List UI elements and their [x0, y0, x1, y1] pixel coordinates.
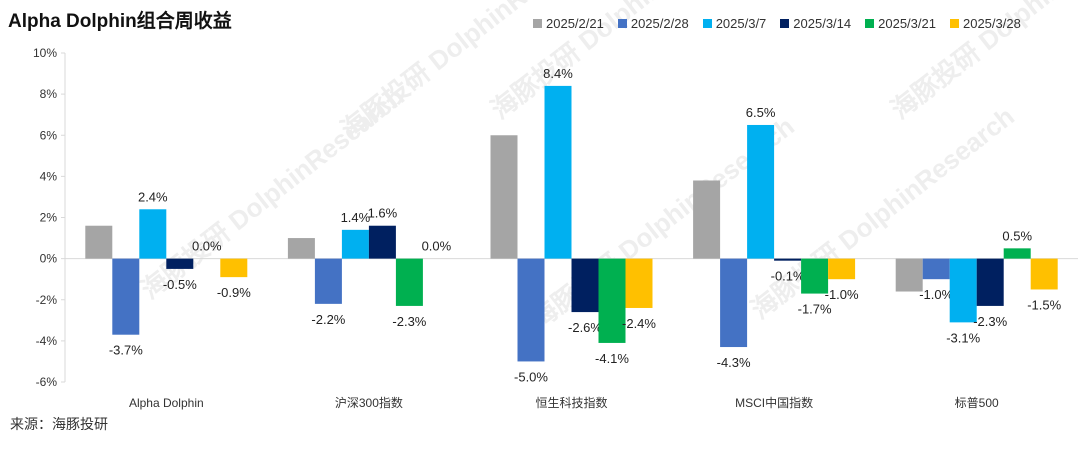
legend-label: 2025/3/14 — [793, 16, 852, 31]
data-label: 0.0% — [422, 239, 452, 254]
bar — [949, 258, 977, 323]
legend-label: 2025/3/28 — [962, 16, 1021, 31]
bar — [490, 135, 518, 259]
legend-swatch — [780, 19, 790, 28]
bar — [341, 229, 369, 259]
data-label: -4.1% — [595, 351, 629, 366]
data-label: -2.2% — [311, 312, 345, 327]
bar — [625, 258, 653, 308]
data-label: -3.1% — [946, 330, 980, 345]
data-label: -2.4% — [622, 316, 656, 331]
bar — [598, 258, 626, 343]
y-tick-label: -6% — [36, 375, 58, 389]
data-label: -4.3% — [717, 355, 751, 370]
bar — [85, 225, 113, 259]
bar — [544, 85, 572, 259]
bar — [166, 258, 194, 269]
legend-swatch — [865, 19, 875, 28]
data-label: 0.5% — [1002, 228, 1032, 243]
legend-item: 2025/3/28 — [949, 16, 1021, 31]
data-label: 8.4% — [543, 66, 573, 81]
data-label: -2.3% — [973, 314, 1007, 329]
bar — [801, 258, 829, 294]
data-label: -5.0% — [514, 369, 548, 384]
legend-item: 2025/3/14 — [780, 16, 851, 31]
legend-label: 2025/2/21 — [546, 16, 604, 31]
legend-swatch — [702, 19, 712, 28]
y-tick-label: -4% — [36, 334, 58, 348]
legend-label: 2025/3/21 — [878, 16, 936, 31]
legend-swatch — [949, 19, 959, 28]
bar — [895, 258, 923, 292]
x-tick-label: MSCI中国指数 — [735, 395, 813, 410]
x-tick-label: Alpha Dolphin — [129, 396, 204, 410]
bar — [720, 258, 748, 348]
y-tick-label: 2% — [40, 211, 58, 225]
data-label: 6.5% — [746, 105, 776, 120]
y-tick-label: 6% — [40, 128, 58, 142]
legend-swatch — [617, 19, 627, 28]
bar — [747, 124, 775, 259]
x-tick-label: 沪深300指数 — [335, 395, 403, 410]
bar — [976, 258, 1004, 306]
data-label: -2.6% — [568, 320, 602, 335]
legend-item: 2025/2/21 — [533, 16, 604, 31]
legend: 2025/2/21 2025/2/28 2025/3/7 2025/3/14 2025/… — [533, 16, 1035, 31]
legend-label: 2025/2/28 — [630, 16, 689, 31]
legend-swatch — [533, 19, 542, 28]
bar — [828, 258, 856, 280]
bar — [395, 258, 423, 306]
data-label: -2.3% — [392, 314, 426, 329]
data-label: 2.4% — [138, 189, 168, 204]
data-label: -0.9% — [217, 285, 251, 300]
data-label: 0.0% — [192, 239, 222, 254]
bar — [571, 258, 599, 313]
data-label: -1.5% — [1027, 297, 1061, 312]
bar — [368, 225, 396, 259]
legend-item: 2025/3/7 — [702, 16, 767, 31]
bar — [139, 209, 167, 259]
y-tick-label: 0% — [40, 252, 58, 266]
y-tick-label: 10% — [33, 46, 57, 60]
data-label: 1.6% — [368, 206, 398, 221]
y-tick-label: 4% — [40, 169, 58, 183]
bar — [314, 258, 342, 304]
data-label: -1.7% — [798, 302, 832, 317]
x-tick-label: 标普500 — [955, 396, 999, 410]
bar — [112, 258, 140, 335]
bar — [1003, 248, 1031, 259]
data-label: -1.0% — [919, 287, 953, 302]
data-label: -1.0% — [825, 287, 859, 302]
bar — [1030, 258, 1058, 290]
data-label: -3.7% — [109, 343, 143, 358]
bar — [922, 258, 950, 280]
source-note: 来源：海豚投研 — [10, 416, 108, 432]
bar — [693, 180, 721, 259]
bar — [774, 258, 802, 261]
data-label: -0.1% — [771, 269, 805, 284]
chart-title: Alpha Dolphin组合周收益 — [8, 11, 232, 32]
bar — [287, 238, 315, 259]
legend-item: 2025/2/28 — [617, 16, 689, 31]
legend-label: 2025/3/7 — [715, 16, 767, 31]
legend-item: 2025/3/21 — [865, 16, 936, 31]
y-tick-label: 8% — [40, 87, 58, 101]
x-tick-label: 恒生科技指数 — [535, 395, 607, 410]
data-label: 1.4% — [341, 210, 371, 225]
bar — [220, 258, 248, 278]
data-label: -0.5% — [163, 277, 197, 292]
y-tick-label: -2% — [36, 293, 58, 307]
bar — [517, 258, 545, 362]
